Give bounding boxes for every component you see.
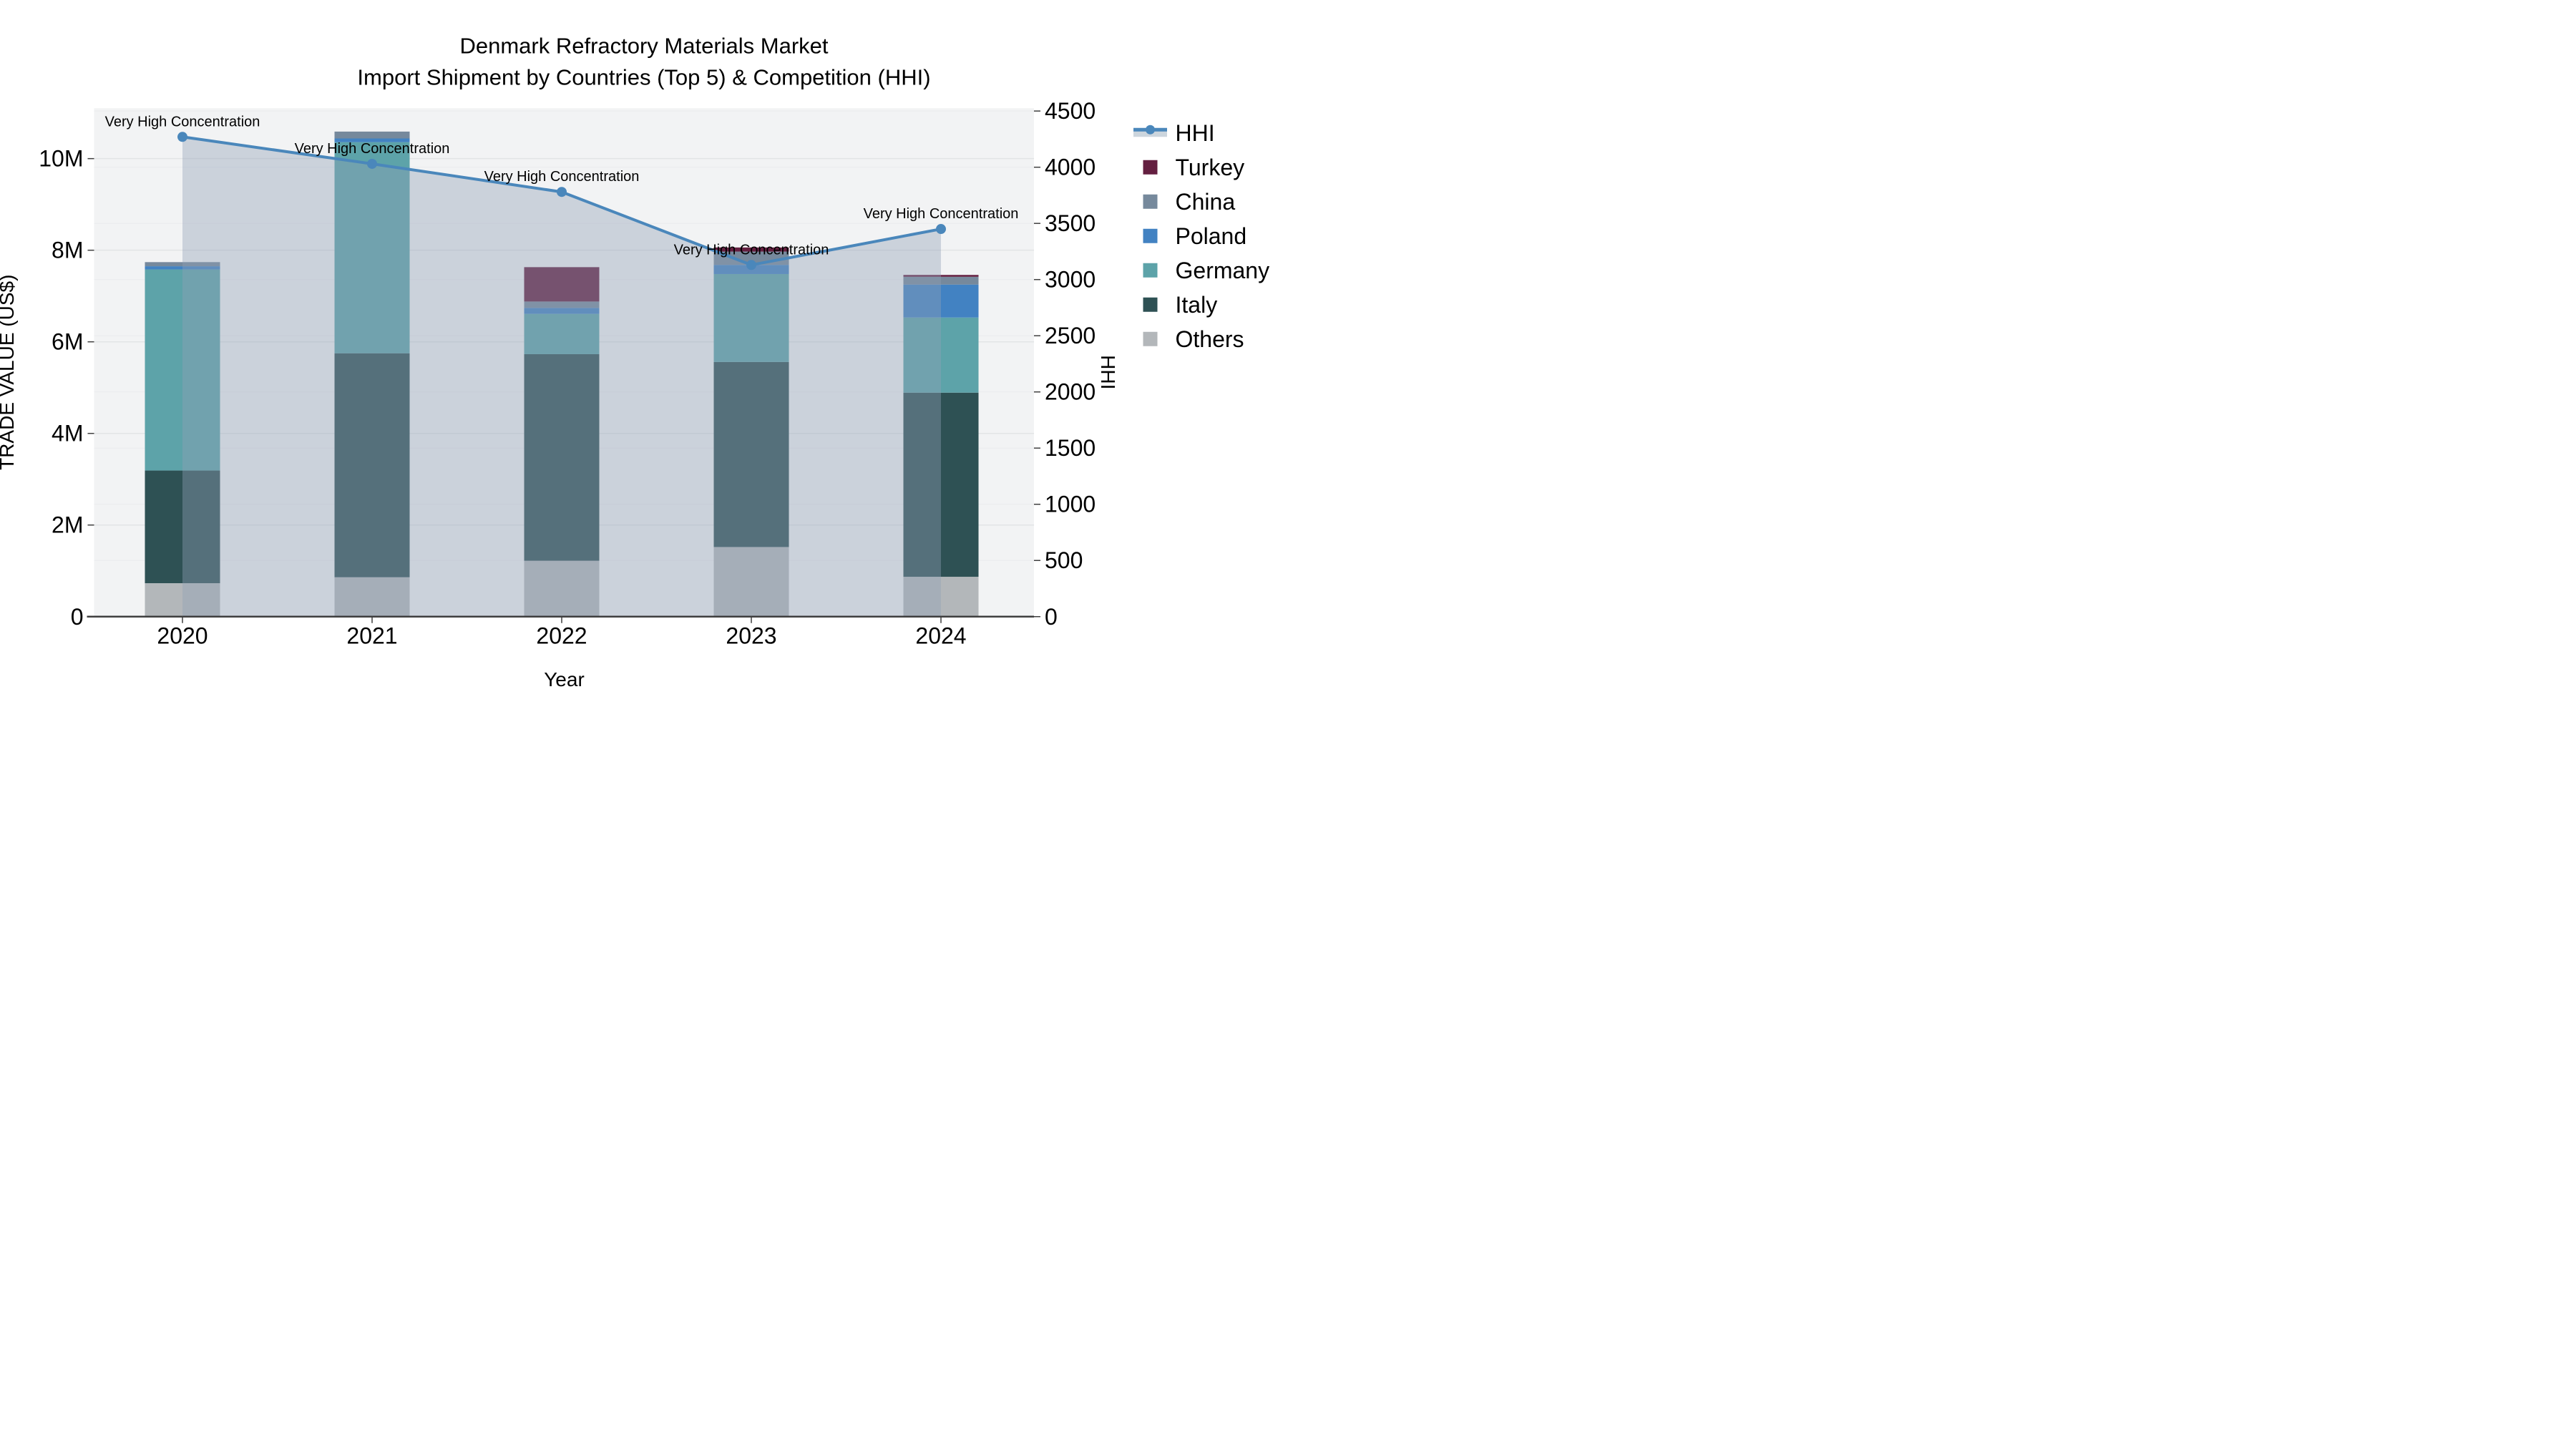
bar-segment-turkey-2024 — [903, 275, 979, 277]
legend-item-others[interactable]: Others — [1143, 326, 1244, 352]
legend-item-hhi[interactable]: HHI — [1133, 120, 1215, 146]
hhi-point-2021 — [367, 158, 377, 169]
legend-item-germany[interactable]: Germany — [1143, 258, 1270, 283]
hhi-annotation-2024: Very High Concentration — [864, 206, 1019, 222]
legend-item-italy[interactable]: Italy — [1143, 292, 1218, 318]
x-tick-label-2020: 2020 — [157, 623, 208, 648]
legend-item-poland[interactable]: Poland — [1143, 223, 1247, 249]
legend-label-hhi: HHI — [1176, 120, 1215, 146]
hhi-area-fill — [182, 137, 941, 617]
legend-swatch-poland — [1143, 228, 1158, 243]
hhi-annotation-2023: Very High Concentration — [674, 242, 829, 258]
bar-segment-italy-2021 — [334, 353, 410, 577]
y-right-tick-label: 4000 — [1045, 155, 1096, 180]
x-tick-label-2022: 2022 — [536, 623, 587, 648]
legend-label-germany: Germany — [1176, 258, 1270, 283]
bar-segment-poland-2020 — [145, 266, 220, 270]
bar-segment-china-2021 — [334, 131, 410, 139]
chart-title-line2: Import Shipment by Countries (Top 5) & C… — [357, 64, 930, 89]
hhi-annotation-2020: Very High Concentration — [105, 114, 260, 130]
legend-label-others: Others — [1176, 326, 1244, 352]
bar-segment-china-2022 — [524, 301, 600, 308]
bar-segment-poland-2021 — [334, 138, 410, 142]
legend-swatch-others — [1143, 331, 1158, 346]
y-right-tick-label: 0 — [1045, 604, 1058, 630]
legend-label-poland: Poland — [1176, 223, 1247, 249]
bar-segment-germany-2023 — [713, 273, 789, 362]
bar-segment-italy-2023 — [713, 361, 789, 547]
x-tick-label-2024: 2024 — [915, 623, 966, 648]
bar-segment-turkey-2023 — [713, 247, 789, 252]
bar-segment-germany-2024 — [903, 317, 979, 393]
bar-segment-italy-2020 — [145, 470, 220, 584]
x-tick-label-2021: 2021 — [346, 623, 397, 648]
bar-segment-poland-2022 — [524, 308, 600, 314]
y-right-tick-label: 4500 — [1045, 98, 1096, 124]
legend-item-turkey[interactable]: Turkey — [1143, 155, 1245, 180]
hhi-annotation-2021: Very High Concentration — [295, 141, 450, 157]
bar-segment-china-2020 — [145, 262, 220, 267]
legend-label-italy: Italy — [1176, 292, 1218, 318]
y-left-tick-label: 8M — [52, 238, 83, 263]
legend-swatch-italy — [1143, 297, 1158, 312]
y-left-tick-label: 6M — [52, 329, 83, 355]
y-left-axis-title: TRADE VALUE (US$) — [0, 275, 18, 470]
hhi-annotation-2022: Very High Concentration — [484, 169, 640, 185]
bar-segment-turkey-2022 — [524, 267, 600, 302]
hhi-point-2023 — [746, 260, 756, 270]
hhi-point-2022 — [557, 187, 567, 197]
y-right-axis-title: HHI — [1097, 355, 1119, 389]
hhi-point-2020 — [177, 132, 187, 142]
bar-segment-others-2022 — [524, 560, 600, 617]
bar-segment-italy-2024 — [903, 392, 979, 577]
hhi-point-2024 — [936, 224, 946, 235]
legend-item-china[interactable]: China — [1143, 189, 1236, 215]
y-right-tick-label: 3000 — [1045, 267, 1096, 293]
chart-canvas: Denmark Refractory Materials Market Impo… — [0, 33, 1270, 691]
y-right-tick-label: 500 — [1045, 547, 1083, 573]
y-right-tick-label: 1000 — [1045, 492, 1096, 517]
legend-swatch-germany — [1143, 263, 1158, 278]
x-axis-title: Year — [544, 668, 585, 691]
bar-segment-italy-2022 — [524, 353, 600, 561]
y-left-tick-label: 0 — [71, 604, 84, 630]
bar-segment-germany-2021 — [334, 142, 410, 353]
chart-figure: Denmark Refractory Materials Market Impo… — [0, 0, 1288, 725]
y-right-tick-label: 2500 — [1045, 323, 1096, 348]
legend-label-china: China — [1176, 189, 1236, 215]
x-tick-label-2023: 2023 — [726, 623, 776, 648]
y-right-tick-label: 3500 — [1045, 210, 1096, 236]
bar-segment-others-2021 — [334, 577, 410, 617]
bar-segment-poland-2024 — [903, 284, 979, 318]
chart-title-line1: Denmark Refractory Materials Market — [459, 33, 828, 58]
legend-label-turkey: Turkey — [1176, 155, 1245, 180]
y-left-tick-label: 4M — [52, 421, 83, 447]
bar-segment-germany-2022 — [524, 313, 600, 354]
y-left-tick-label: 2M — [52, 512, 83, 538]
hhi-marker-icon — [1146, 125, 1155, 135]
bar-segment-china-2024 — [903, 276, 979, 285]
legend-swatch-turkey — [1143, 160, 1158, 175]
bar-segment-others-2023 — [713, 547, 789, 617]
legend-swatch-china — [1143, 194, 1158, 209]
bar-segment-others-2024 — [903, 577, 979, 617]
y-right-tick-label: 1500 — [1045, 435, 1096, 461]
y-left-tick-label: 10M — [39, 146, 83, 172]
y-right-tick-label: 2000 — [1045, 379, 1096, 405]
bar-segment-germany-2020 — [145, 269, 220, 471]
bar-segment-others-2020 — [145, 583, 220, 617]
